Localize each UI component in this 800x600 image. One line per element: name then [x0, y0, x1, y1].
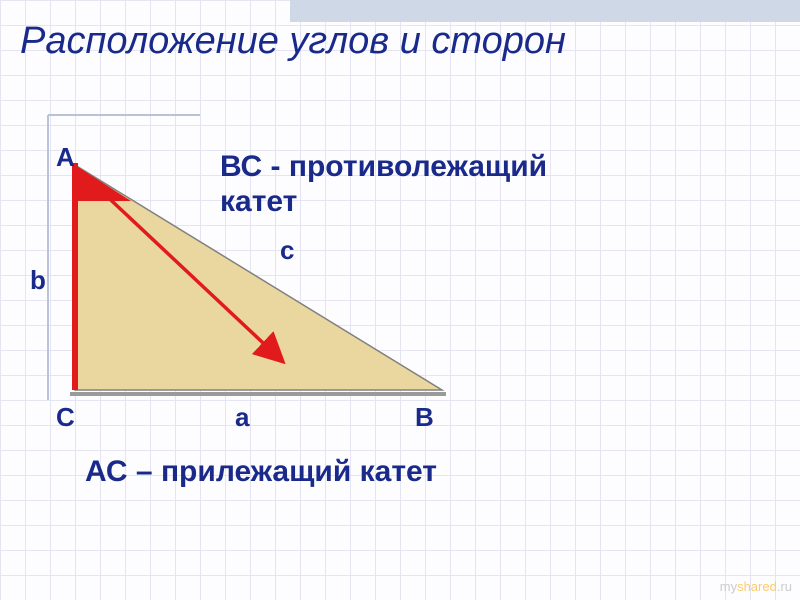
- annotation-opposite-1: ВС - противолежащий: [220, 150, 547, 184]
- geometry-diagram: [0, 0, 800, 600]
- vertex-label-a: А: [56, 142, 75, 173]
- side-label-c: с: [280, 235, 294, 266]
- side-label-b: b: [30, 265, 46, 296]
- annotation-opposite-2: катет: [220, 185, 297, 219]
- watermark-suffix: .ru: [777, 579, 792, 594]
- side-label-a: а: [235, 402, 249, 433]
- watermark: myshared.ru: [720, 579, 792, 594]
- watermark-accent: shared: [737, 579, 777, 594]
- annotation-adjacent: АС – прилежащий катет: [85, 455, 437, 489]
- vertex-label-c: С: [56, 402, 75, 433]
- vertex-label-b: В: [415, 402, 434, 433]
- watermark-prefix: my: [720, 579, 737, 594]
